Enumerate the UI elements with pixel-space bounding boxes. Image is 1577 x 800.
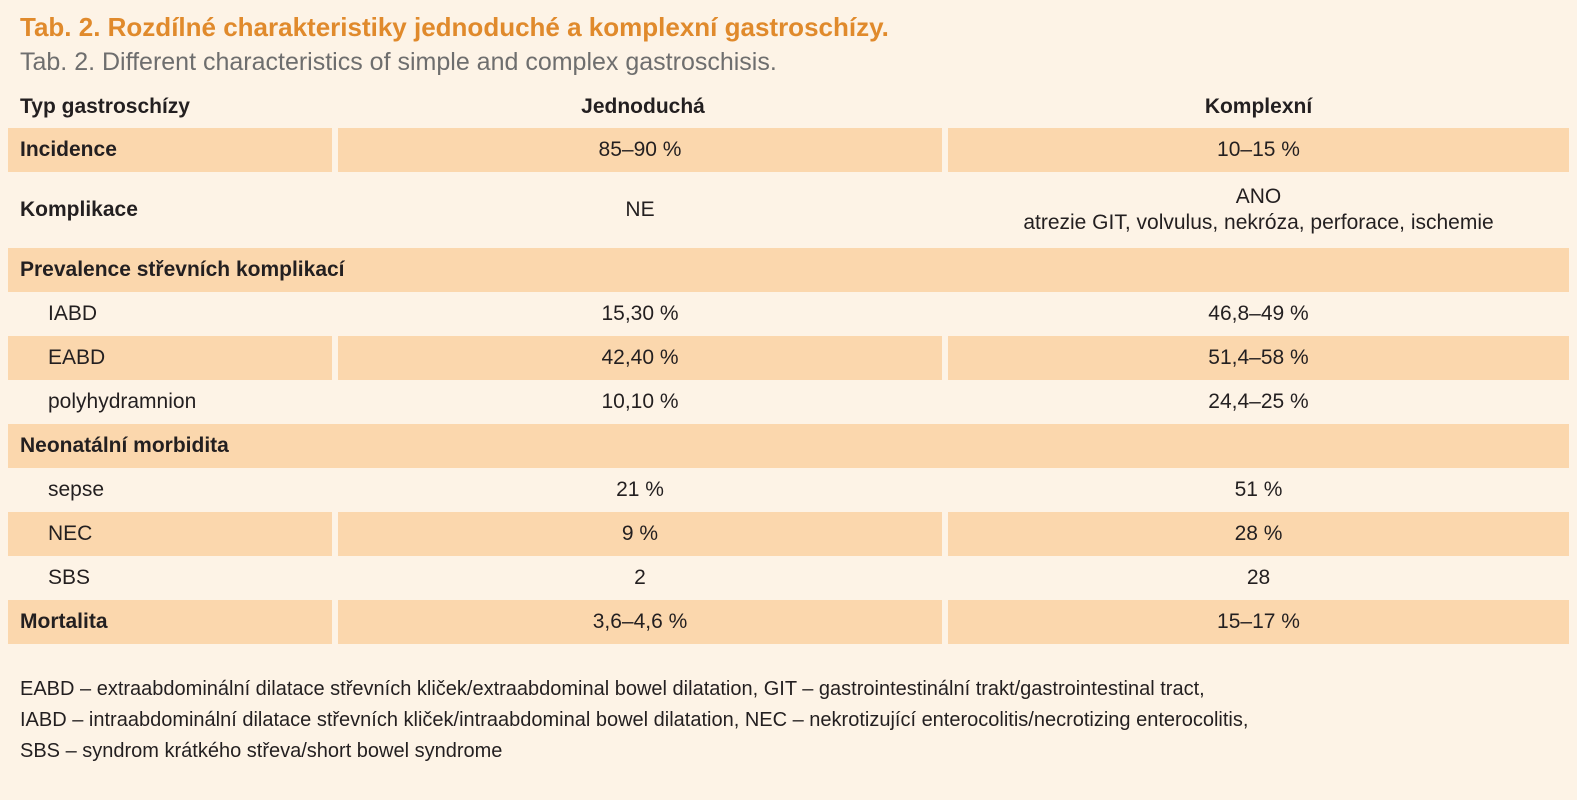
header-type: Typ gastroschízy: [20, 95, 190, 118]
row-label: polyhydramnion: [48, 390, 197, 413]
row-label: IABD: [48, 302, 98, 325]
header-simple: Jednoduchá: [581, 95, 705, 118]
table-row-mortality: Mortalita 3,6–4,6 % 15–17 %: [8, 600, 1569, 644]
cell-complex: 46,8–49 %: [1208, 302, 1309, 325]
table-footnote: EABD – extraabdominální dilatace střevní…: [20, 674, 1560, 767]
table-row-polyhydramnion: polyhydramnion 10,10 % 24,4–25 %: [8, 380, 1569, 424]
table-row-section-intestinal: Prevalence střevních komplikací: [8, 248, 1569, 292]
cell-complex: 51 %: [1234, 478, 1283, 501]
cell-complex: 10–15 %: [948, 128, 1569, 172]
cell-complex-line1: ANO: [1235, 185, 1282, 208]
table-row-eabd: EABD 42,40 % 51,4–58 %: [8, 336, 1569, 380]
table-title-english: Tab. 2. Different characteristics of sim…: [20, 48, 777, 76]
section-label: Prevalence střevních komplikací: [8, 248, 1569, 292]
table-header-row: Typ gastroschízy Jednoduchá Komplexní: [8, 86, 1569, 128]
section-label: Neonatální morbidita: [8, 424, 1569, 468]
cell-complex: 15–17 %: [948, 600, 1569, 644]
cell-simple: 15,30 %: [601, 302, 679, 325]
cell-complex: ANO atrezie GIT, volvulus, nekróza, perf…: [948, 172, 1569, 248]
footnote-line: EABD – extraabdominální dilatace střevní…: [20, 678, 1205, 700]
cell-simple: 10,10 %: [601, 390, 679, 413]
row-label: Mortalita: [8, 600, 338, 644]
table-row-sbs: SBS 2 28: [8, 556, 1569, 600]
table-row-incidence: Incidence 85–90 % 10–15 %: [8, 128, 1569, 172]
cell-complex: 28: [1246, 566, 1271, 589]
table-row-iabd: IABD 15,30 % 46,8–49 %: [8, 292, 1569, 336]
cell-simple: NE: [625, 198, 655, 221]
row-label: EABD: [8, 336, 338, 380]
row-label: NEC: [8, 512, 338, 556]
cell-simple: 3,6–4,6 %: [338, 600, 948, 644]
cell-complex: 51,4–58 %: [948, 336, 1569, 380]
row-label: SBS: [48, 566, 91, 589]
table-row-complications: Komplikace NE ANO atrezie GIT, volvulus,…: [8, 172, 1569, 248]
table-row-sepsis: sepse 21 % 51 %: [8, 468, 1569, 512]
table-row-section-morbidity: Neonatální morbidita: [8, 424, 1569, 468]
characteristics-table: Typ gastroschízy Jednoduchá Komplexní In…: [8, 86, 1569, 644]
cell-complex: 28 %: [948, 512, 1569, 556]
footnote-line: SBS – syndrom krátkého střeva/short bowe…: [20, 740, 503, 762]
cell-simple: 42,40 %: [338, 336, 948, 380]
row-label: sepse: [48, 478, 105, 501]
cell-simple: 2: [634, 566, 646, 589]
row-label: Incidence: [8, 128, 338, 172]
row-label: Komplikace: [20, 198, 138, 221]
cell-simple: 85–90 %: [338, 128, 948, 172]
cell-complex: 24,4–25 %: [1208, 390, 1309, 413]
footnote-line: IABD – intraabdominální dilatace střevní…: [20, 709, 1249, 731]
header-complex: Komplexní: [1204, 95, 1313, 118]
cell-complex-line2: atrezie GIT, volvulus, nekróza, perforac…: [1023, 211, 1494, 234]
table-title-czech: Tab. 2. Rozdílné charakteristiky jednodu…: [20, 12, 889, 42]
cell-simple: 9 %: [338, 512, 948, 556]
table-row-nec: NEC 9 % 28 %: [8, 512, 1569, 556]
cell-simple: 21 %: [616, 478, 664, 501]
